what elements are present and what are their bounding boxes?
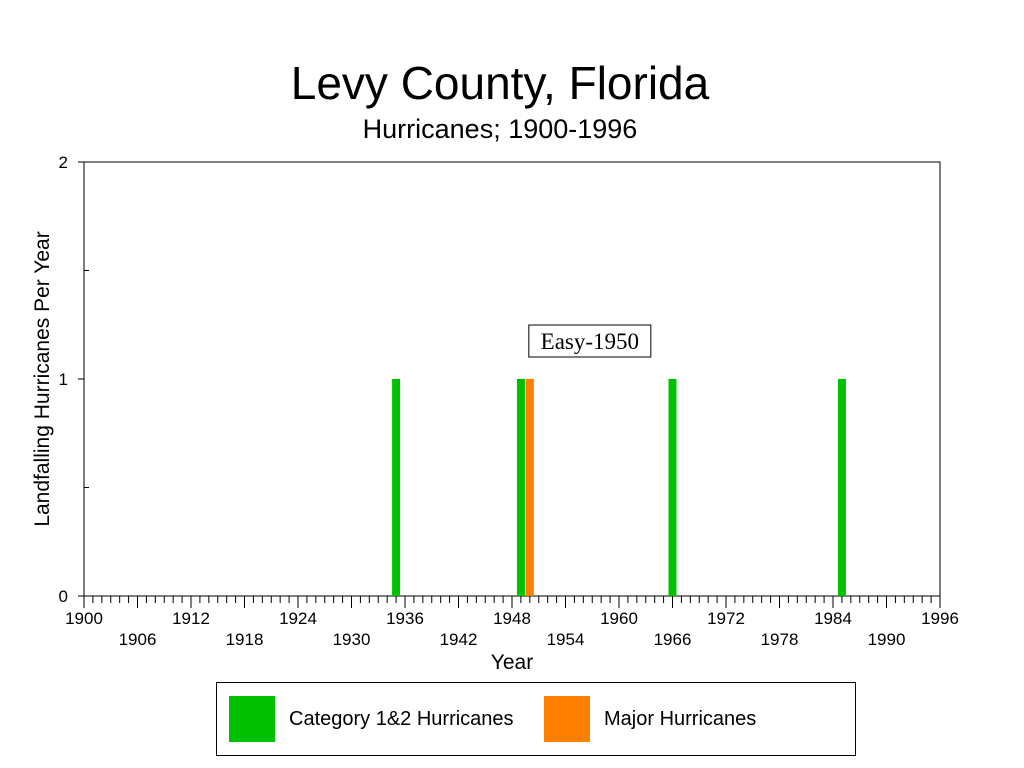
y-tick-label: 1 <box>59 370 68 389</box>
x-tick-label: 1990 <box>868 630 906 649</box>
legend-item-major: Major Hurricanes <box>544 696 756 742</box>
bar-category-1-2 <box>392 379 401 596</box>
legend-swatch-major <box>544 696 590 742</box>
x-tick-label: 1972 <box>707 609 745 628</box>
x-tick-label: 1930 <box>333 630 371 649</box>
x-tick-label: 1954 <box>547 630 585 649</box>
x-tick-label: 1936 <box>386 609 424 628</box>
legend: Category 1&2 Hurricanes Major Hurricanes <box>216 682 856 756</box>
annotation-label: Easy-1950 <box>541 329 639 354</box>
x-tick-label: 1906 <box>119 630 157 649</box>
plot-area: 0 1 2 1900 1912 1924 1936 1948 1960 1972 1984 1996… <box>31 153 959 674</box>
y-tick-label: 2 <box>59 153 68 172</box>
x-tick-label: 1996 <box>921 609 959 628</box>
x-tick-label: 1924 <box>279 609 317 628</box>
legend-item-category-1-2: Category 1&2 Hurricanes <box>229 696 514 742</box>
legend-swatch-category-1-2 <box>229 696 275 742</box>
bar-category-1-2 <box>516 379 525 596</box>
x-tick-label: 1912 <box>172 609 210 628</box>
y-axis-title: Landfalling Hurricanes Per Year <box>31 231 54 526</box>
x-tick-label: 1984 <box>814 609 852 628</box>
bar-category-1-2 <box>837 379 846 596</box>
legend-label-major: Major Hurricanes <box>604 707 757 730</box>
x-tick-label: 1900 <box>65 609 103 628</box>
x-tick-label: 1942 <box>440 630 478 649</box>
plot-frame <box>83 161 941 597</box>
x-axis-title: Year <box>491 651 533 674</box>
bar-major <box>525 379 534 596</box>
annotation-box <box>528 324 652 358</box>
x-tick-label: 1960 <box>600 609 638 628</box>
x-tick-label: 1978 <box>761 630 799 649</box>
chart-title: Levy County, Florida <box>290 57 710 109</box>
legend-label-category-1-2: Category 1&2 Hurricanes <box>289 707 514 730</box>
bar-category-1-2 <box>668 379 677 596</box>
x-tick-label: 1918 <box>226 630 264 649</box>
y-tick-label: 0 <box>59 587 68 606</box>
x-tick-label: 1966 <box>654 630 692 649</box>
chart-subtitle: Hurricanes; 1900-1996 <box>362 114 638 144</box>
x-tick-label: 1948 <box>493 609 531 628</box>
